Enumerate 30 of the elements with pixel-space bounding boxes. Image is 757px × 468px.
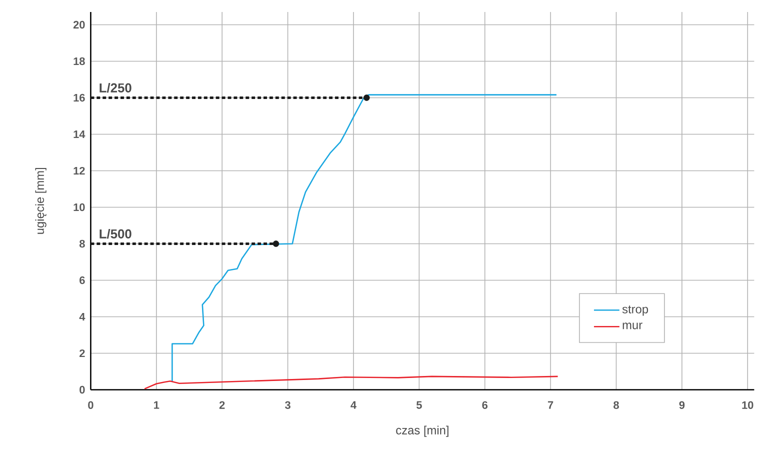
y-tick-label: 4 bbox=[79, 313, 86, 321]
x-tick-label: 7 bbox=[548, 401, 554, 409]
legend-label: mur bbox=[622, 322, 642, 330]
x-tick-label: 8 bbox=[614, 401, 619, 410]
y-tick-label: 8 bbox=[79, 240, 85, 248]
x-tick-label: 9 bbox=[679, 401, 685, 410]
y-axis-title: ugięcie [mm] bbox=[35, 168, 46, 234]
line-series bbox=[172, 94, 558, 382]
x-tick-label: 0 bbox=[88, 401, 94, 410]
annotation: L/250 bbox=[100, 83, 132, 93]
annotation: L/500 bbox=[100, 229, 132, 239]
x-tick-label: 4 bbox=[350, 401, 356, 409]
legend-label: strop bbox=[622, 306, 648, 316]
x-tick-label: 6 bbox=[482, 401, 488, 410]
y-tick-label: 12 bbox=[74, 167, 85, 175]
y-tick-label: 10 bbox=[74, 204, 85, 212]
x-tick-label: 3 bbox=[284, 401, 290, 410]
y-tick-label: 20 bbox=[73, 21, 85, 29]
y-tick-label: 0 bbox=[80, 386, 85, 394]
x-tick-label: 5 bbox=[416, 401, 422, 410]
line-series bbox=[144, 376, 558, 390]
y-tick-label: 2 bbox=[80, 350, 85, 358]
y-tick-label: 16 bbox=[74, 94, 85, 102]
y-tick-label: 6 bbox=[80, 276, 85, 284]
x-axis-title: czas [min] bbox=[396, 426, 448, 438]
y-tick-label: 14 bbox=[74, 130, 86, 138]
y-tick-label: 18 bbox=[74, 58, 85, 66]
x-tick-label: 2 bbox=[219, 401, 225, 410]
x-tick-label: 10 bbox=[742, 401, 754, 410]
x-tick-label: 1 bbox=[154, 401, 160, 409]
